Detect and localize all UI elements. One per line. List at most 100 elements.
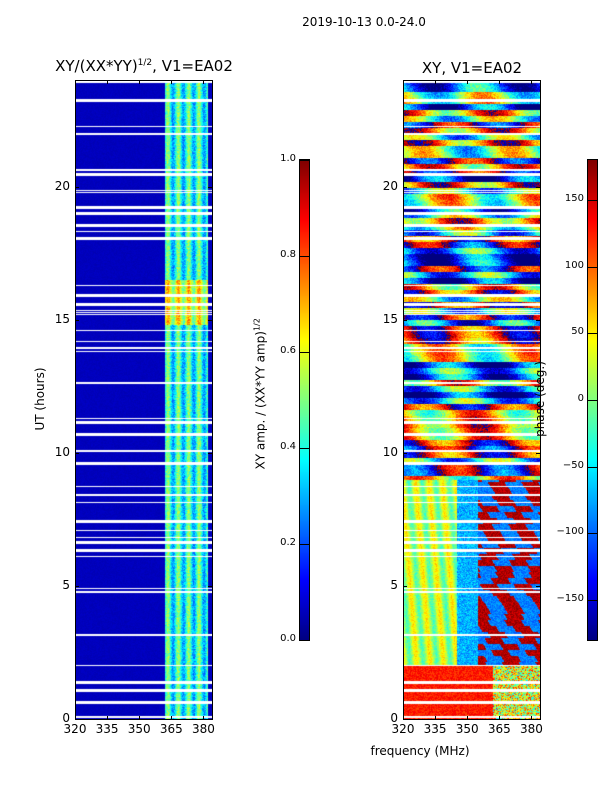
y-tick-label: 15: [54, 311, 70, 326]
y-tick: [208, 452, 212, 454]
right-axes-frame: [403, 80, 541, 720]
amplitude-colorbar-label: XY amp. / (XX*YY amp)1/2: [253, 318, 268, 470]
colorbar-tick: [300, 448, 309, 449]
y-tick-label: 10: [382, 444, 398, 459]
colorbar-tick: [588, 466, 597, 468]
colorbar-tick-label: 150: [564, 193, 584, 204]
x-tick: [435, 716, 437, 720]
x-tick: [171, 80, 173, 84]
y-tick: [536, 452, 540, 454]
x-tick-label: 350: [127, 722, 151, 736]
y-tick: [403, 719, 407, 720]
x-tick-label: 380: [191, 722, 215, 736]
x-tick: [499, 80, 501, 84]
x-tick-label: 365: [159, 722, 183, 736]
x-tick-label: 335: [423, 722, 447, 736]
colorbar-tick: [300, 160, 309, 161]
phase-colorbar-label: phase (deg.): [533, 361, 547, 437]
x-tick: [139, 80, 141, 84]
colorbar-tick-label: 0.4: [280, 441, 296, 452]
colorbar-tick: [300, 544, 309, 545]
amplitude-heatmap: [75, 80, 212, 719]
y-tick-label: 0: [390, 711, 398, 725]
x-tick: [171, 716, 173, 720]
colorbar-tick-label: 0.0: [280, 633, 296, 644]
y-tick-label: 20: [54, 178, 70, 193]
y-tick: [403, 585, 407, 587]
colorbar-tick-label: 1.0: [280, 153, 296, 164]
x-tick: [107, 80, 109, 84]
y-tick: [75, 452, 79, 454]
y-tick: [403, 186, 407, 188]
colorbar-tick: [588, 400, 597, 401]
x-tick-label: 335: [95, 722, 119, 736]
y-axis-label: UT (hours): [33, 367, 47, 431]
ylabel-wrap: UT (hours): [0, 367, 110, 430]
phase-heatmap: [403, 80, 540, 719]
y-tick: [75, 319, 79, 321]
cb-label-sup: 1/2: [252, 318, 262, 332]
x-tick: [107, 716, 109, 720]
y-tick: [536, 186, 540, 188]
colorbar-tick-label: 0.2: [280, 537, 296, 548]
colorbar-tick-label: −50: [562, 459, 584, 471]
y-tick: [75, 585, 79, 587]
title-suffix: , V1=EA02: [152, 57, 233, 75]
phase-colorbar-frame: [587, 159, 598, 641]
y-tick: [208, 186, 212, 188]
x-tick: [435, 80, 437, 84]
colorbar-tick-label: 50: [571, 326, 584, 338]
x-tick: [531, 80, 533, 84]
right-panel-title: XY, V1=EA02: [421, 59, 523, 77]
colorbar-tick-label: 0: [577, 393, 584, 404]
colorbar-tick-label: 0.6: [280, 345, 296, 356]
x-tick-label: 365: [487, 722, 511, 736]
y-tick: [208, 319, 212, 321]
colorbar-tick-label: 100: [564, 259, 584, 271]
colorbar-tick: [588, 266, 597, 268]
y-tick: [208, 585, 212, 587]
y-tick: [403, 319, 407, 321]
x-tick-label: 350: [455, 722, 479, 736]
x-tick: [467, 716, 469, 720]
x-tick-label: 320: [63, 722, 87, 736]
y-tick: [75, 719, 79, 720]
y-tick: [403, 452, 407, 454]
y-tick-label: 10: [54, 444, 70, 459]
y-tick: [536, 319, 540, 321]
y-tick: [536, 585, 540, 587]
colorbar-tick: [300, 352, 309, 353]
x-axis-label: frequency (MHz): [370, 744, 470, 758]
title-main: XY/(XX*YY): [55, 57, 138, 75]
x-tick: [499, 716, 501, 720]
colorbar-tick: [588, 200, 597, 201]
x-tick: [75, 80, 76, 84]
colorbar-tick: [588, 600, 597, 601]
left-axes-frame: [75, 80, 213, 720]
x-tick: [403, 80, 404, 84]
y-tick: [208, 719, 212, 720]
y-tick-label: 0: [62, 711, 70, 725]
x-tick-label: 320: [391, 722, 415, 736]
title-sup: 1/2: [137, 58, 153, 68]
colorbar-tick: [300, 256, 309, 257]
x-tick: [203, 716, 205, 720]
cb-label-main: XY amp. / (XX*YY amp): [253, 331, 268, 470]
y-tick-label: 5: [62, 577, 70, 592]
colorbar-tick: [588, 533, 597, 535]
x-tick: [139, 716, 141, 720]
y-tick: [75, 186, 79, 188]
x-tick: [467, 80, 469, 84]
y-tick-label: 5: [390, 577, 398, 592]
colorbar-tick-label: 0.8: [280, 249, 296, 260]
y-tick: [536, 719, 540, 720]
colorbar-tick: [588, 333, 597, 335]
left-panel-title: XY/(XX*YY)1/2, V1=EA02: [40, 57, 248, 75]
y-tick-label: 15: [382, 311, 398, 326]
cb0-label-wrap: XY amp. / (XX*YY amp)1/2: [190, 318, 330, 469]
x-tick: [531, 716, 533, 720]
amplitude-colorbar: [300, 160, 309, 640]
x-tick: [75, 716, 76, 720]
colorbar-tick: [300, 640, 309, 641]
